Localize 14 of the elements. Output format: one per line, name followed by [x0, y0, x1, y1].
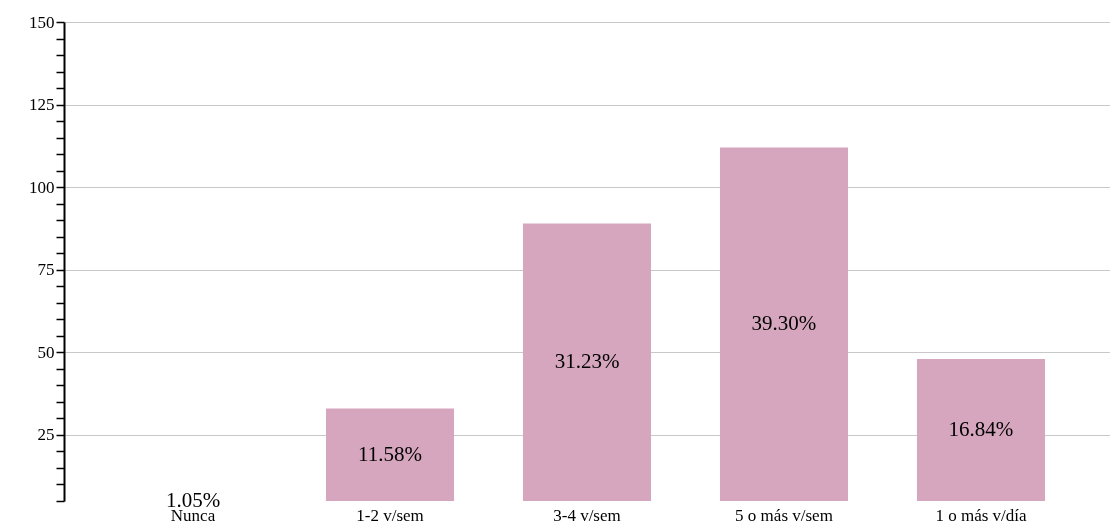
x-tick-label: 1-2 v/sem — [356, 505, 424, 525]
annotation: 39.30% — [751, 311, 817, 336]
y-tick-label: 125 — [29, 95, 55, 115]
x-tick-label: 5 o más v/sem — [735, 505, 833, 525]
y-tick-label: 25 — [37, 425, 55, 445]
x-tick-label: 1 o más v/día — [935, 505, 1027, 525]
y-tick-label: 50 — [37, 342, 55, 362]
x-tick-label: 3-4 v/sem — [553, 505, 621, 525]
annotation: 11.58% — [358, 441, 422, 466]
y-tick-label: 150 — [29, 12, 55, 32]
y-tick-label: 100 — [29, 177, 55, 197]
y-tick-label: 75 — [37, 260, 55, 280]
annotation: 16.84% — [948, 416, 1014, 441]
annotation: 31.23% — [554, 349, 620, 374]
